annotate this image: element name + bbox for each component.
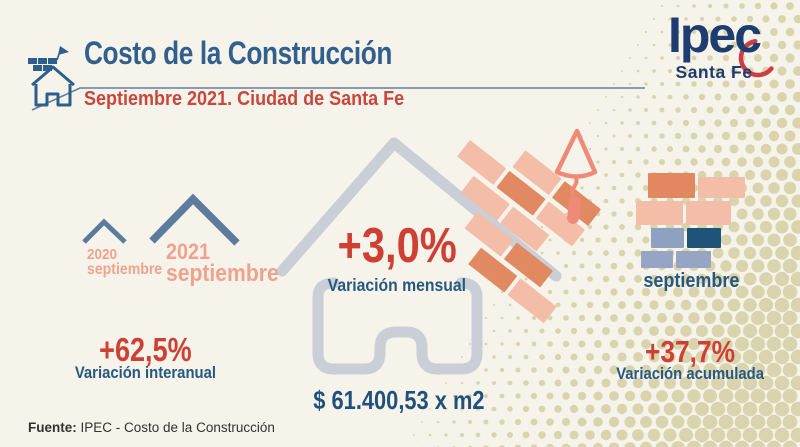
- interannual-label: Variación interanual: [74, 364, 216, 382]
- monthly-value: +3,0%: [337, 219, 457, 273]
- trowel-icon: [554, 128, 598, 224]
- ipec-logo: Ipec Santa Fe: [636, 10, 792, 83]
- curr-month-label: septiembre: [166, 260, 279, 287]
- logo-swoosh-icon: [738, 38, 778, 78]
- construction-house-icon: [28, 46, 75, 107]
- source-note: Fuente: IPEC - Costo de la Construcción: [28, 421, 275, 435]
- page-subtitle: Septiembre 2021. Ciudad de Santa Fe: [84, 88, 405, 110]
- logo-wordmark: Ipec: [667, 7, 762, 63]
- interannual-value: +62,5%: [98, 331, 192, 368]
- roof-2021-icon: [149, 193, 240, 246]
- accumulated-value: +37,7%: [644, 334, 736, 369]
- price-per-m2: $ 61.400,53 x m2: [313, 385, 485, 415]
- brick-wall-icon: [457, 140, 601, 323]
- brick-stack-icon: [636, 173, 745, 268]
- source-label: Fuente:: [28, 420, 77, 435]
- roof-2020-icon: [82, 218, 127, 244]
- source-text: IPEC - Costo de la Construcción: [80, 420, 275, 435]
- logo-region-label: Santa Fe: [675, 62, 753, 82]
- monthly-label: Variación mensual: [327, 275, 467, 295]
- accumulated-month-label: septiembre: [642, 270, 740, 292]
- curr-year-label: 2021: [166, 239, 211, 264]
- prev-year-label: 2020: [87, 246, 118, 263]
- accumulated-label: Variación acumulada: [616, 365, 764, 383]
- page-title: Costo de la Construcción: [84, 35, 392, 71]
- prev-month-label: septiembre: [87, 261, 163, 278]
